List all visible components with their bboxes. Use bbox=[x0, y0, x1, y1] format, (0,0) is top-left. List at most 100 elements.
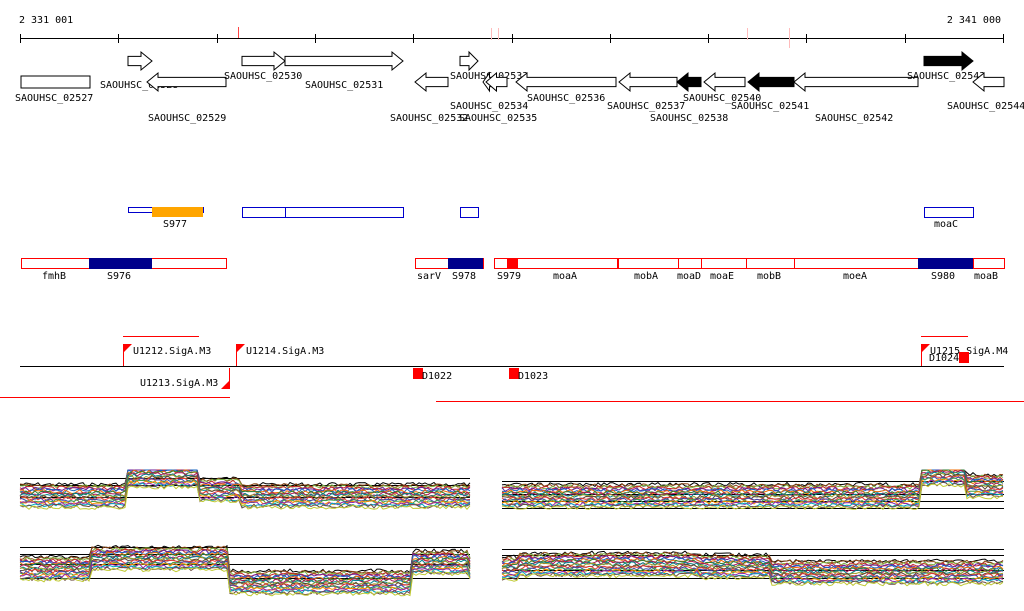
gene-arrow[interactable] bbox=[515, 71, 617, 93]
gene-arrow[interactable] bbox=[414, 71, 449, 93]
promoter[interactable]: U1212.SigA.M3 bbox=[123, 336, 211, 367]
terminator-label: D1022 bbox=[422, 371, 452, 382]
terminator-box[interactable] bbox=[413, 368, 423, 379]
gene-feature[interactable]: SAOUHSC_02541 bbox=[731, 71, 809, 112]
blue-region[interactable]: moaC bbox=[924, 207, 974, 231]
regulatory-track: U1212.SigA.M3 U1213.SigA.M3 U1214.SigA.M3 U… bbox=[0, 336, 1024, 402]
region-box[interactable] bbox=[678, 258, 702, 269]
terminator-box[interactable] bbox=[959, 352, 969, 363]
gene-feature[interactable]: SAOUHSC_02540 bbox=[683, 71, 761, 104]
promoter-flag[interactable] bbox=[123, 344, 132, 353]
region-box[interactable] bbox=[21, 258, 90, 269]
gene-feature[interactable]: SAOUHSC_02528 bbox=[100, 50, 178, 91]
blue-region[interactable] bbox=[242, 207, 286, 218]
region-box[interactable] bbox=[152, 207, 203, 217]
promoter-flag[interactable] bbox=[921, 344, 930, 353]
terminator[interactable]: D1024 bbox=[929, 352, 969, 364]
region-box[interactable] bbox=[794, 258, 919, 269]
promoter-label: U1213.SigA.M3 bbox=[140, 378, 218, 389]
region-box[interactable] bbox=[973, 258, 1005, 269]
gene-arrow[interactable] bbox=[284, 50, 404, 72]
gene-feature[interactable]: SAOUHSC_02537 bbox=[607, 71, 685, 112]
expression-trace bbox=[501, 550, 1004, 564]
expression-trace bbox=[19, 469, 471, 491]
gene-arrow[interactable] bbox=[127, 50, 153, 72]
region-box[interactable] bbox=[746, 258, 795, 269]
blue-region[interactable] bbox=[285, 207, 404, 218]
gene-feature[interactable]: SAOUHSC_02530 bbox=[224, 50, 302, 82]
end-coordinate: 2 341 000 bbox=[947, 15, 1001, 26]
ruler-ticks bbox=[20, 34, 1004, 43]
promoter-flag[interactable] bbox=[236, 344, 245, 353]
gene-feature[interactable]: SAOUHSC_02543 bbox=[907, 50, 985, 82]
terminator[interactable]: D1022 bbox=[413, 368, 452, 382]
gene-arrow[interactable] bbox=[703, 71, 746, 93]
region-box[interactable] bbox=[507, 258, 517, 269]
gene-feature[interactable]: SAOUHSC_02544 bbox=[947, 71, 1024, 112]
gene-feature[interactable]: SAOUHSC_02529 bbox=[146, 71, 227, 124]
gene-feature[interactable]: SAOUHSC_02535 bbox=[459, 71, 537, 124]
gene-arrow[interactable] bbox=[676, 71, 702, 93]
region-label: S976 bbox=[107, 271, 131, 282]
gene-arrow[interactable] bbox=[146, 71, 227, 93]
red-region[interactable]: S976 bbox=[89, 258, 152, 282]
red-region[interactable]: S979 bbox=[497, 258, 521, 282]
gene-label: SAOUHSC_02541 bbox=[731, 101, 809, 112]
promoter[interactable]: U1215.SigA.M4 bbox=[921, 336, 1008, 367]
gene-arrow[interactable] bbox=[485, 71, 508, 93]
region-box[interactable] bbox=[448, 258, 483, 269]
region-label: moeA bbox=[843, 271, 867, 282]
region-box[interactable] bbox=[924, 207, 974, 218]
gene-feature[interactable]: SAOUHSC_02542 bbox=[793, 71, 919, 124]
region-label: moaD bbox=[677, 271, 701, 282]
terminator-label: D1024 bbox=[929, 353, 959, 364]
region-box[interactable] bbox=[89, 258, 152, 269]
gene-feature[interactable]: SAOUHSC_02531 bbox=[284, 50, 404, 91]
blue-region[interactable] bbox=[460, 207, 479, 218]
promoter[interactable]: U1214.SigA.M3 bbox=[236, 344, 324, 366]
region-label: moaC bbox=[934, 219, 958, 230]
gene-arrow[interactable] bbox=[618, 71, 678, 93]
region-box[interactable] bbox=[517, 258, 618, 269]
region-box[interactable] bbox=[918, 258, 973, 269]
gene-feature[interactable]: SAOUHSC_02532 bbox=[390, 71, 468, 124]
region-box[interactable] bbox=[415, 258, 449, 269]
red-region[interactable]: moaD bbox=[677, 258, 702, 283]
gene-feature[interactable]: SAOUHSC_02536 bbox=[515, 71, 617, 104]
red-region[interactable]: S978 bbox=[448, 258, 483, 282]
region-box[interactable] bbox=[701, 258, 747, 269]
expression-trace bbox=[19, 473, 471, 500]
terminator-box[interactable] bbox=[509, 368, 519, 379]
promoter[interactable]: U1213.SigA.M3 bbox=[140, 368, 230, 389]
gene-arrow[interactable] bbox=[972, 71, 1005, 93]
terminator-label: D1023 bbox=[518, 371, 548, 382]
red-region[interactable]: moaE bbox=[701, 258, 747, 283]
region-box[interactable] bbox=[242, 207, 286, 218]
gene-feature[interactable]: SAOUHSC_02527 bbox=[15, 75, 93, 104]
red-region[interactable]: mobB bbox=[746, 258, 795, 283]
gene-arrow[interactable] bbox=[923, 50, 974, 72]
region-box[interactable] bbox=[618, 258, 679, 269]
gene-feature[interactable]: SAOUHSC_02538 bbox=[650, 71, 728, 124]
red-region[interactable]: sarV bbox=[415, 258, 449, 283]
gene-arrow[interactable] bbox=[241, 50, 286, 72]
red-region[interactable]: mobA bbox=[618, 258, 679, 283]
red-region[interactable]: fmhB bbox=[21, 258, 90, 283]
gene-arrow[interactable] bbox=[793, 71, 919, 93]
region-box[interactable] bbox=[285, 207, 404, 218]
red-region[interactable]: moeA bbox=[794, 258, 919, 283]
gene-arrow[interactable] bbox=[459, 50, 479, 72]
expression-panel bbox=[19, 469, 471, 510]
red-region[interactable]: S980 bbox=[918, 258, 973, 282]
red-region[interactable]: moaA bbox=[517, 258, 618, 283]
gene-label: SAOUHSC_02536 bbox=[527, 93, 605, 104]
region-box[interactable] bbox=[460, 207, 479, 218]
gene-arrow[interactable] bbox=[747, 71, 795, 93]
terminator[interactable]: D1023 bbox=[509, 368, 548, 382]
red-region[interactable]: moaB bbox=[973, 258, 1005, 283]
gene-label: SAOUHSC_02542 bbox=[815, 113, 893, 124]
blue-region[interactable]: S977 bbox=[152, 207, 203, 230]
gene-arrow[interactable] bbox=[20, 75, 91, 89]
promoter-flag[interactable] bbox=[221, 380, 230, 389]
